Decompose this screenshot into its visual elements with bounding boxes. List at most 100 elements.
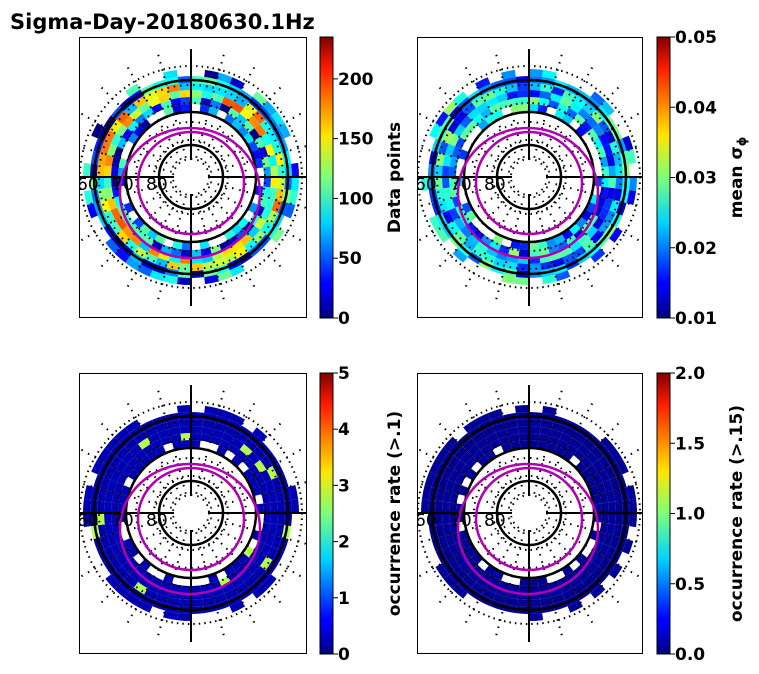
data-cell [529, 426, 541, 434]
data-cell [601, 513, 609, 524]
data-cell [224, 229, 236, 241]
data-cell [266, 130, 278, 144]
data-cell [264, 197, 276, 211]
data-cell [606, 154, 616, 167]
data-cell [602, 479, 614, 493]
data-cell [546, 442, 557, 453]
data-cell [263, 513, 271, 524]
data-cell [268, 523, 278, 536]
data-cell [592, 553, 605, 566]
data-cell [260, 207, 272, 221]
colorbar-tick-label: 0.5 [675, 575, 705, 595]
data-cell [487, 408, 503, 420]
data-cell [601, 502, 609, 513]
data-cell [485, 582, 499, 594]
data-cell [209, 435, 222, 446]
data-cell [170, 247, 182, 257]
data-cell [133, 461, 145, 473]
data-cell [565, 107, 578, 120]
data-cell [111, 513, 119, 524]
latitude-label-60: 60 [77, 511, 99, 531]
data-cell [592, 494, 602, 505]
data-cell [506, 90, 519, 100]
data-cell [129, 569, 143, 583]
data-cell [609, 141, 620, 155]
polar-panel-occurrence-rate-01: 60 70 80 0 1 2 3 4 5 occurrence rate (>.1) [77, 364, 405, 665]
data-cell [519, 578, 529, 586]
data-cell [590, 446, 604, 461]
data-cell [224, 252, 238, 264]
data-cell [454, 229, 468, 244]
oval-outer [456, 126, 600, 260]
data-cell [443, 100, 458, 116]
data-cell [127, 557, 140, 570]
data-cell [573, 228, 586, 241]
data-cell [231, 559, 243, 571]
data-cell [538, 247, 550, 257]
data-cell [115, 217, 128, 230]
data-cell [575, 217, 587, 229]
data-cell [615, 513, 623, 526]
data-cell [467, 233, 481, 247]
data-cell [271, 141, 282, 155]
data-cell [529, 242, 539, 250]
data-cell [172, 104, 183, 114]
data-cell [154, 234, 166, 245]
data-cell [252, 584, 268, 599]
data-cell [260, 469, 272, 483]
data-cell [569, 223, 581, 235]
data-cell [538, 433, 550, 443]
data-cell [609, 447, 623, 463]
data-cell [565, 443, 578, 456]
data-cell [111, 177, 119, 188]
data-cell [459, 225, 473, 239]
data-cell [137, 600, 153, 613]
data-cell [547, 99, 560, 110]
data-cell [501, 442, 512, 453]
data-cell [529, 585, 540, 593]
data-cell [115, 124, 128, 137]
data-cell [443, 574, 458, 590]
data-cell [239, 233, 253, 247]
data-cell [467, 107, 481, 121]
data-cell [117, 137, 128, 150]
data-cell [264, 479, 276, 493]
data-cell [493, 257, 507, 268]
data-cell [91, 459, 104, 475]
data-cell [264, 533, 276, 547]
data-cell [83, 485, 94, 500]
data-cell [604, 210, 616, 224]
data-cell [97, 447, 111, 463]
data-cell [263, 502, 271, 513]
data-cell [208, 106, 219, 117]
data-cell [218, 103, 231, 114]
data-cell [260, 133, 272, 147]
data-cell [151, 439, 164, 450]
data-cell [462, 238, 477, 252]
data-cell [608, 501, 616, 513]
data-cell [248, 202, 259, 214]
data-cell [516, 419, 529, 427]
latitude-label-80: 80 [484, 175, 506, 195]
data-cell [254, 460, 267, 473]
data-cell [539, 426, 552, 436]
data-cell [580, 456, 593, 469]
data-cell [581, 210, 593, 222]
data-cell [592, 473, 603, 486]
data-cell [97, 500, 105, 513]
data-cell [191, 440, 201, 448]
data-cell [485, 246, 499, 258]
data-cell [529, 419, 542, 427]
data-cell [191, 90, 203, 98]
data-cell [127, 456, 140, 469]
colorbar-tick-label: 0.03 [675, 169, 717, 189]
data-cell [590, 110, 604, 125]
data-cell [586, 464, 599, 477]
data-cell [542, 405, 557, 416]
data-cell [121, 128, 134, 141]
colorbar-tick-label: 1 [338, 589, 350, 609]
data-cell [458, 530, 469, 541]
data-cell [455, 137, 466, 150]
data-cell [191, 249, 202, 257]
